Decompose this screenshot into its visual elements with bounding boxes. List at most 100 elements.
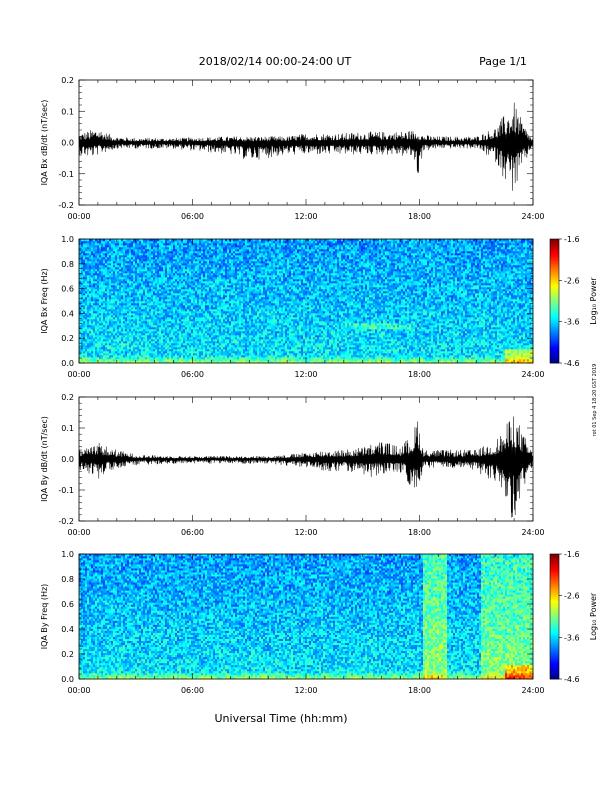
spectrogram-cell — [197, 263, 199, 265]
spectrogram-cell — [103, 333, 105, 335]
spectrogram-cell — [117, 293, 119, 295]
spectrogram-cell — [85, 259, 87, 261]
spectrogram-cell — [103, 251, 105, 253]
spectrogram-cell — [175, 271, 177, 273]
spectrogram-cell — [219, 285, 221, 287]
spectrogram-cell — [95, 263, 97, 265]
spectrogram-cell — [139, 289, 141, 291]
x-tick-label-0: 12:00 — [294, 212, 317, 221]
spectrogram-cell — [211, 313, 213, 315]
spectrogram-cell — [115, 287, 117, 289]
spectrogram-cell — [89, 307, 91, 309]
spectrogram-cell — [181, 303, 183, 305]
spectrogram-cell — [93, 357, 95, 359]
spectrogram-cell — [189, 325, 191, 327]
spectrogram-cell — [175, 265, 177, 267]
spectrogram-cell — [157, 253, 159, 255]
spectrogram-cell — [131, 345, 133, 347]
spectrogram-cell — [159, 249, 161, 251]
spectrogram-cell — [127, 331, 129, 333]
spectrogram-cell — [119, 295, 121, 297]
spectrogram-cell — [101, 285, 103, 287]
spectrogram-cell — [179, 275, 181, 277]
spectrogram-cell — [207, 289, 209, 291]
spectrogram-cell — [153, 353, 155, 355]
spectrogram-cell — [199, 327, 201, 329]
spectrogram-cell — [95, 327, 97, 329]
spectrogram-cell — [85, 311, 87, 313]
spectrogram-cell — [203, 305, 205, 307]
spectrogram-cell — [179, 317, 181, 319]
spectrogram-cell — [103, 293, 105, 295]
spectrogram-cell — [109, 351, 111, 353]
spectrogram-cell — [209, 283, 211, 285]
spectrogram-cell — [87, 277, 89, 279]
spectrogram-cell — [159, 267, 161, 269]
spectrogram-cell — [121, 359, 123, 361]
spectrogram-cell — [217, 307, 219, 309]
spectrogram-cell — [143, 311, 145, 313]
spectrogram-cell — [91, 293, 93, 295]
spectrogram-cell — [159, 293, 161, 295]
spectrogram-cell — [215, 323, 217, 325]
spectrogram-cell — [201, 257, 203, 259]
spectrogram-cell — [203, 297, 205, 299]
spectrogram-cell — [203, 349, 205, 351]
spectrogram-cell — [87, 327, 89, 329]
spectrogram-cell — [121, 347, 123, 349]
spectrogram-cell — [175, 317, 177, 319]
spectrogram-cell — [195, 347, 197, 349]
spectrogram-cell — [219, 339, 221, 341]
spectrogram-cell — [147, 291, 149, 293]
spectrogram-cell — [87, 323, 89, 325]
spectrogram-cell — [207, 279, 209, 281]
spectrogram-cell — [167, 359, 169, 361]
spectrogram-cell — [175, 311, 177, 313]
spectrogram-cell — [177, 309, 179, 311]
spectrogram-cell — [133, 241, 135, 243]
spectrogram-cell — [99, 313, 101, 315]
spectrogram-cell — [143, 359, 145, 361]
spectrogram-cell — [119, 321, 121, 323]
spectrogram-cell — [81, 353, 83, 355]
spectrogram-cell — [185, 343, 187, 345]
spectrogram-cell — [217, 351, 219, 353]
spectrogram-cell — [171, 283, 173, 285]
spectrogram-cell — [129, 269, 131, 271]
spectrogram-cell — [153, 311, 155, 313]
spectrogram-cell — [167, 267, 169, 269]
spectrogram-cell — [199, 259, 201, 261]
spectrogram-cell — [81, 251, 83, 253]
spectrogram-cell — [173, 355, 175, 357]
spectrogram-cell — [95, 259, 97, 261]
spectrogram-cell — [215, 299, 217, 301]
spectrogram-cell — [205, 261, 207, 263]
spectrogram-cell — [123, 287, 125, 289]
spectrogram-cell — [191, 355, 193, 357]
spectrogram-cell — [87, 265, 89, 267]
spectrogram-cell — [163, 295, 165, 297]
spectrogram-cell — [83, 277, 85, 279]
spectrogram-cell — [93, 337, 95, 339]
spectrogram-cell — [101, 291, 103, 293]
spectrogram-cell — [133, 257, 135, 259]
spectrogram-cell — [183, 295, 185, 297]
spectrogram-cell — [185, 347, 187, 349]
spectrogram-cell — [131, 249, 133, 251]
spectrogram-cell — [191, 249, 193, 251]
spectrogram-cell — [217, 305, 219, 307]
spectrogram-cell — [119, 323, 121, 325]
spectrogram-cell — [87, 249, 89, 251]
spectrogram-cell — [199, 249, 201, 251]
spectrogram-cell — [201, 249, 203, 251]
spectrogram-cell — [99, 265, 101, 267]
spectrogram-cell — [169, 265, 171, 267]
spectrogram-cell — [137, 307, 139, 309]
spectrogram-cell — [91, 279, 93, 281]
spectrogram-cell — [205, 307, 207, 309]
spectrogram-cell — [135, 339, 137, 341]
spectrogram-cell — [197, 285, 199, 287]
spectrogram-cell — [121, 257, 123, 259]
spectrogram-cell — [107, 289, 109, 291]
spectrogram-cell — [123, 339, 125, 341]
